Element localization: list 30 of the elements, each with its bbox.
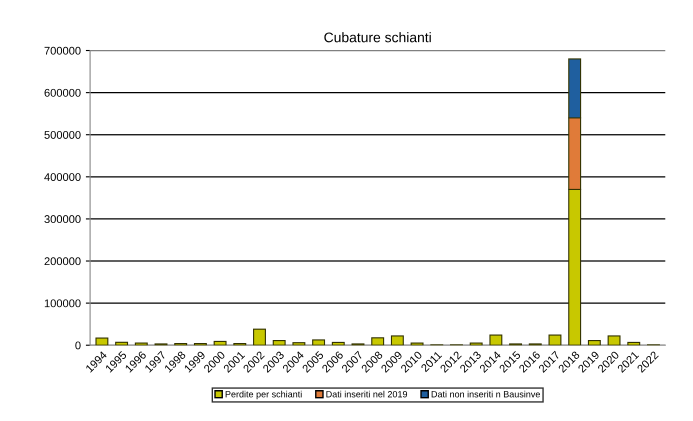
y-tick-label: 600000 [44, 88, 81, 97]
legend-label: Dati non inseriti n Bausinve [432, 390, 540, 398]
y-tick-label: 300000 [44, 215, 81, 224]
bar [608, 335, 621, 346]
y-tick-label: 400000 [44, 173, 81, 181]
bar [312, 339, 326, 346]
y-tick-label: 700000 [44, 46, 81, 55]
bar [272, 340, 286, 346]
y-tick-label: 500000 [44, 130, 81, 139]
bar [95, 338, 108, 346]
bar [332, 342, 345, 346]
bar [253, 328, 266, 346]
legend-label: Dati inseriti nel 2019 [326, 390, 408, 398]
bar [410, 342, 424, 346]
y-tick-label: 0 [75, 341, 81, 350]
legend-label: Perdite per schianti [226, 390, 302, 400]
bar [371, 337, 384, 346]
y-tick-label: 200000 [44, 257, 81, 266]
bar [588, 340, 601, 346]
bar [627, 342, 640, 346]
bar [390, 335, 404, 346]
bar [489, 334, 502, 346]
y-tick-label: 100000 [44, 299, 81, 308]
bar [214, 340, 227, 346]
bar [548, 334, 562, 346]
bar [470, 342, 483, 346]
chart-title: Cubature schianti [324, 32, 431, 42]
bar [134, 342, 148, 346]
bar [292, 342, 306, 346]
bar [115, 342, 128, 346]
